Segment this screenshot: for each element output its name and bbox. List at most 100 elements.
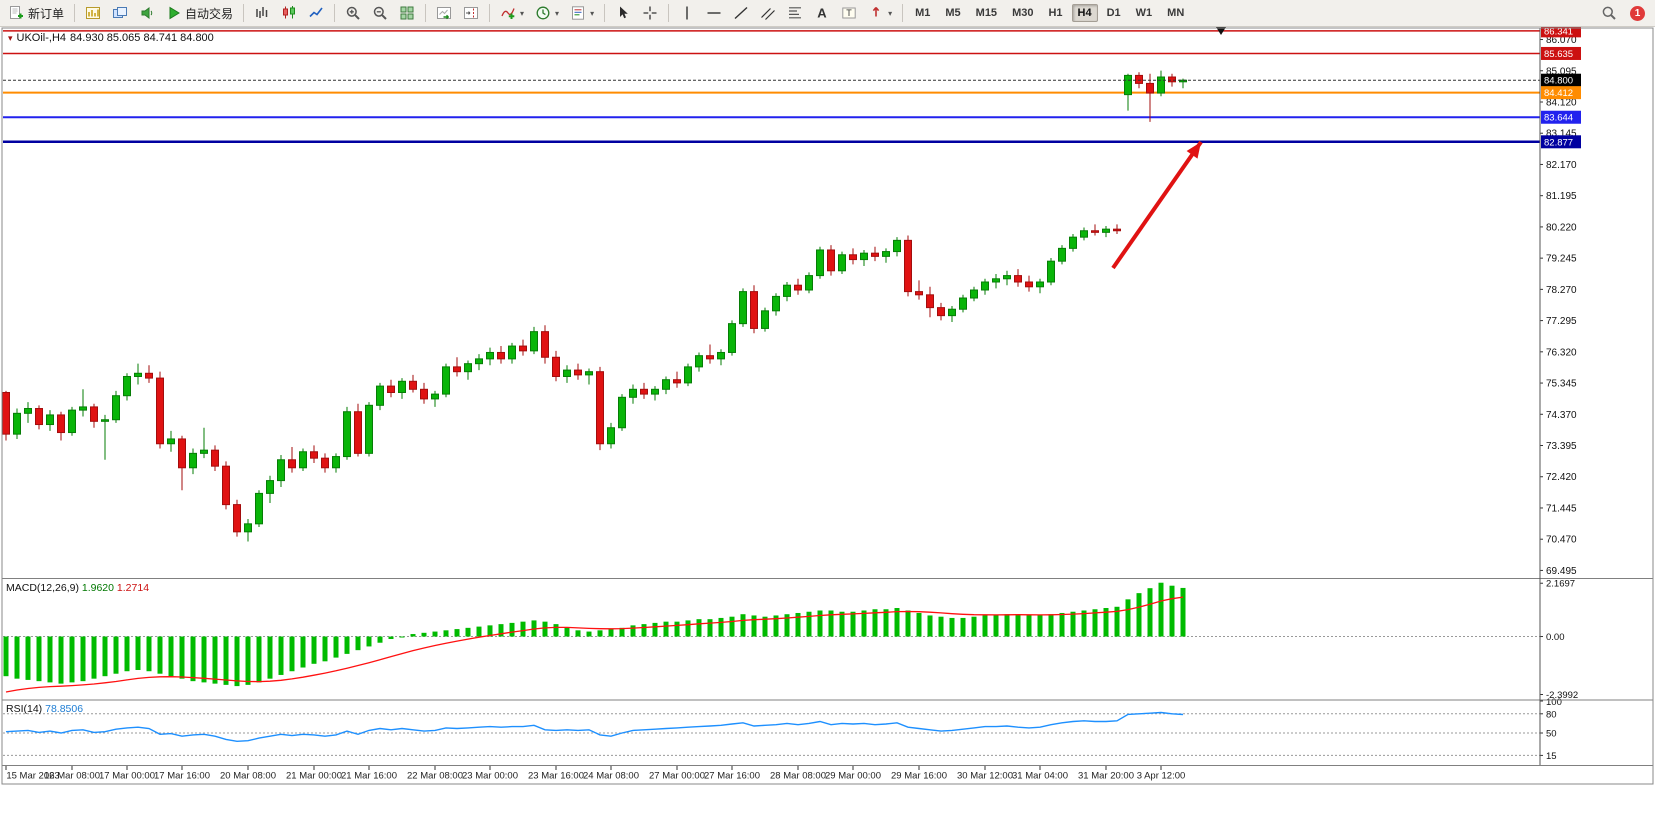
candle <box>376 385 384 406</box>
macd-axis-label: -2.3992 <box>1546 690 1578 701</box>
fibonacci-button[interactable] <box>782 1 808 25</box>
macd-bar <box>476 626 482 637</box>
tile-windows-button[interactable] <box>394 1 420 25</box>
chart-shift-button[interactable] <box>458 1 484 25</box>
clock-icon <box>535 5 551 21</box>
timeframe-m5[interactable]: M5 <box>945 7 961 19</box>
new-order-button[interactable]: 新订单 <box>4 1 69 25</box>
timeframe-h4[interactable]: H4 <box>1071 4 1098 22</box>
equidistant-channel-button[interactable] <box>755 1 781 25</box>
candle <box>134 372 142 377</box>
text-label-button[interactable]: T <box>836 1 862 25</box>
macd-bar <box>410 634 416 637</box>
autotrading-button[interactable]: 自动交易 <box>161 1 238 25</box>
auto-scroll-button[interactable] <box>431 1 457 25</box>
search-button[interactable] <box>1596 1 1622 25</box>
rsi-label: RSI(14) 78.8506 <box>6 703 83 715</box>
macd-bar <box>894 608 900 637</box>
cursor-button[interactable] <box>610 1 636 25</box>
one-click-trading-toggle[interactable]: ▾ <box>8 33 13 43</box>
text-button[interactable]: A <box>809 1 835 25</box>
candle <box>1036 281 1044 288</box>
bar-chart-button[interactable] <box>249 1 275 25</box>
candle <box>167 438 175 445</box>
timeframe-h1[interactable]: H1 <box>1048 7 1063 19</box>
macd-bar <box>432 631 438 637</box>
time-axis-label: 31 Mar 04:00 <box>1012 771 1068 782</box>
price-axis-label: 76.320 <box>1546 347 1577 358</box>
candle <box>563 369 571 377</box>
macd-bar <box>69 636 75 683</box>
vertical-line-button[interactable] <box>674 1 700 25</box>
crosshair-button[interactable] <box>637 1 663 25</box>
candle <box>112 395 120 421</box>
price-tag-label: 85.635 <box>1544 49 1573 60</box>
candle <box>321 457 329 469</box>
trendline-button[interactable] <box>728 1 754 25</box>
zoom-out-button[interactable] <box>367 1 393 25</box>
trend-arrow-head[interactable] <box>1186 142 1201 159</box>
time-axis-label: 31 Mar 20:00 <box>1078 771 1134 782</box>
notification-badge[interactable]: 1 <box>1630 5 1645 21</box>
candle <box>1003 275 1011 280</box>
candle <box>310 451 318 459</box>
toolbar-separator <box>334 4 336 22</box>
candle <box>662 379 670 390</box>
macd-bar <box>1114 606 1120 637</box>
new-order-icon <box>9 5 25 21</box>
timeframe-m1[interactable]: M1 <box>915 7 931 19</box>
candle <box>596 371 604 445</box>
new-chart-icon <box>85 5 101 21</box>
macd-bar <box>795 612 801 637</box>
macd-bar <box>256 636 262 683</box>
macd-bar <box>289 636 295 672</box>
candle <box>255 492 263 525</box>
candlestick-chart-button[interactable] <box>276 1 302 25</box>
trend-arrow[interactable] <box>1111 140 1203 270</box>
timeframe-w1[interactable]: W1 <box>1135 7 1153 19</box>
template-icon <box>570 5 586 21</box>
alerts-button[interactable] <box>134 1 160 25</box>
macd-bar <box>58 636 64 684</box>
candle <box>882 251 890 257</box>
arrows-button[interactable]: ▾ <box>863 1 897 25</box>
candle <box>1124 74 1132 96</box>
horizontal-line-button[interactable] <box>701 1 727 25</box>
candle <box>717 351 725 360</box>
candle <box>1135 74 1143 84</box>
macd-bar <box>212 636 218 684</box>
zoom-in-button[interactable] <box>340 1 366 25</box>
indicators-button[interactable]: ▾ <box>495 1 529 25</box>
candle <box>849 254 857 261</box>
macd-bar <box>102 636 108 677</box>
macd-bar <box>1147 588 1153 637</box>
macd-bar <box>1081 610 1087 637</box>
triangle-marker[interactable] <box>1216 27 1226 35</box>
candle <box>750 291 758 329</box>
macd-bar <box>905 610 911 637</box>
new-chart-button[interactable] <box>80 1 106 25</box>
candle <box>552 356 560 377</box>
candle <box>981 281 989 291</box>
profiles-button[interactable] <box>107 1 133 25</box>
macd-bar <box>597 630 603 637</box>
line-chart-button[interactable] <box>303 1 329 25</box>
timeframe-d1[interactable]: D1 <box>1106 7 1121 19</box>
chart-window-bg[interactable] <box>2 28 1653 784</box>
timeframe-mn[interactable]: MN <box>1167 7 1185 19</box>
macd-axis-label: 0.00 <box>1546 632 1565 643</box>
zoom-in-icon <box>345 5 361 21</box>
macd-bar <box>1103 608 1109 637</box>
candle <box>695 355 703 368</box>
templates-button[interactable]: ▾ <box>565 1 599 25</box>
rsi-axis-label: 100 <box>1546 697 1562 708</box>
timeframe-m30[interactable]: M30 <box>1012 7 1034 19</box>
macd-bar <box>300 636 306 668</box>
price-axis-label: 82.170 <box>1546 160 1577 171</box>
price-axis-label: 70.470 <box>1546 535 1577 546</box>
periods-button[interactable]: ▾ <box>530 1 564 25</box>
macd-bar <box>190 636 196 682</box>
timeframe-m15[interactable]: M15 <box>975 7 998 19</box>
macd-bar <box>927 615 933 637</box>
